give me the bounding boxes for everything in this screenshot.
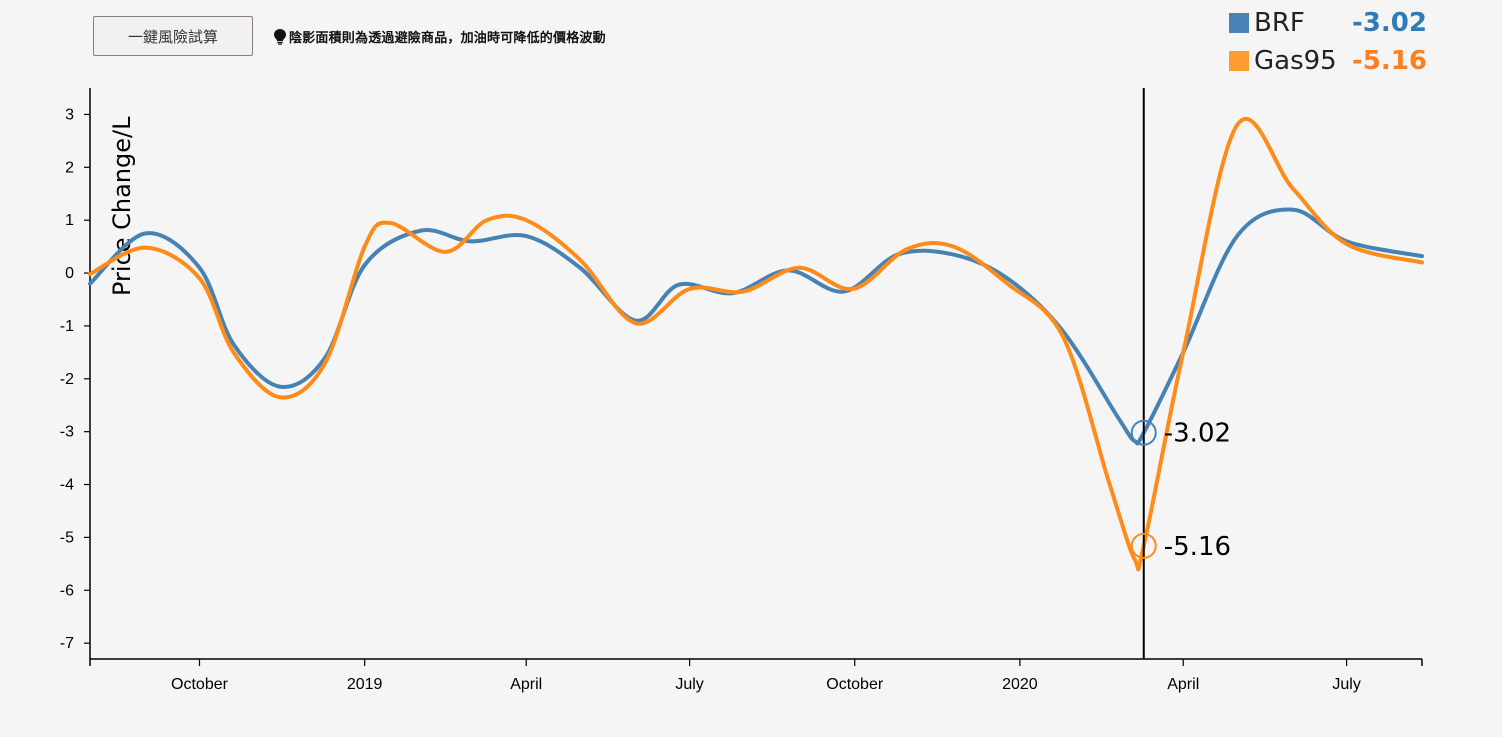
y-tick-label: 2 [65, 159, 74, 176]
series-line-gas95 [90, 119, 1422, 570]
cursor-layer: -3.02 -5.16 [1132, 88, 1231, 659]
y-tick-label: -3 [60, 424, 74, 441]
x-tick-label: October [826, 676, 884, 693]
cursor-label-brf: -3.02 [1164, 419, 1231, 449]
y-tick-label: -5 [60, 529, 74, 546]
y-tick-label: -6 [60, 582, 74, 599]
x-tick-label: April [1167, 676, 1199, 693]
y-axis: 3 2 1 0 -1 -2 -3 -4 -5 -6 -7 [60, 88, 90, 659]
y-tick-label: 1 [65, 212, 74, 229]
series-layer [90, 119, 1422, 570]
y-tick-label: 3 [65, 106, 74, 123]
x-tick-label: July [1332, 676, 1360, 693]
y-tick-label: -2 [60, 371, 74, 388]
x-tick-label: 2019 [347, 676, 383, 693]
y-tick-label: -4 [60, 477, 74, 494]
y-tick-label: 0 [65, 265, 74, 282]
series-line-brf [90, 209, 1422, 443]
y-tick-label: -7 [60, 635, 74, 652]
cursor-label-gas95: -5.16 [1164, 532, 1231, 562]
x-tick-label: October [171, 676, 229, 693]
x-tick-label: April [510, 676, 542, 693]
x-axis: October 2019 April July October 2020 April July [90, 659, 1422, 693]
y-axis-title: Price Change/L [108, 116, 136, 296]
x-tick-label: 2020 [1002, 676, 1038, 693]
y-tick-label: -1 [60, 318, 74, 335]
x-tick-label: July [675, 676, 703, 693]
